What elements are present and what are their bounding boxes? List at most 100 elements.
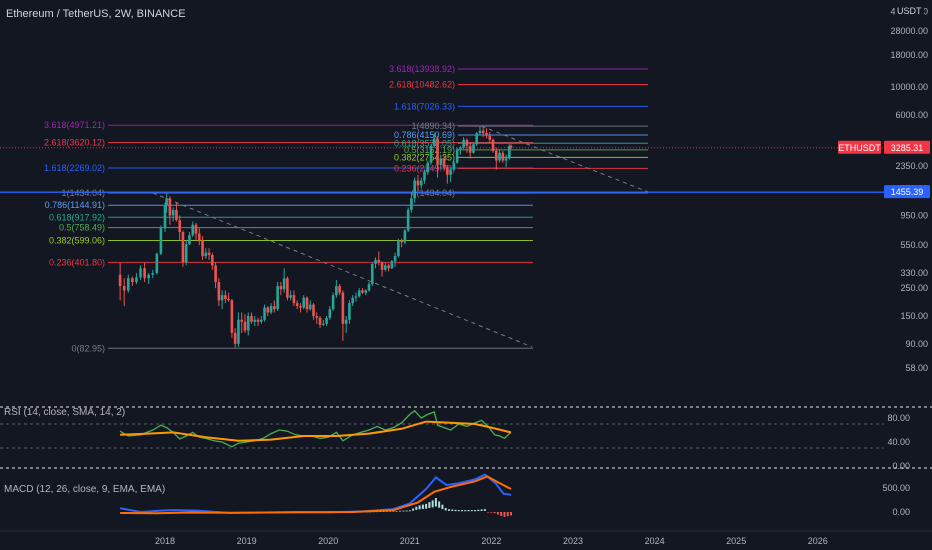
candle-body bbox=[380, 262, 384, 270]
candle-body bbox=[122, 286, 126, 291]
macd-histogram-bar bbox=[490, 512, 493, 513]
candle-body bbox=[384, 265, 387, 270]
candle-body bbox=[131, 278, 134, 282]
price-tick-label: 950.00 bbox=[900, 210, 928, 220]
macd-histogram-bar bbox=[506, 512, 509, 517]
rsi-tick-label: 80.00 bbox=[887, 413, 910, 423]
candle-body bbox=[449, 169, 452, 175]
candle-body bbox=[439, 158, 443, 165]
candle-body bbox=[367, 283, 371, 291]
candle-body bbox=[147, 274, 150, 279]
candle-body bbox=[240, 319, 244, 322]
trendline[interactable] bbox=[481, 125, 651, 194]
macd-histogram-bar bbox=[493, 512, 496, 514]
candle-body bbox=[331, 295, 335, 310]
candle-body bbox=[315, 316, 319, 318]
fib-level-label: 2.618(10482.62) bbox=[389, 80, 455, 90]
candle-body bbox=[243, 321, 247, 331]
candle-body bbox=[322, 323, 325, 325]
macd-histogram-bar bbox=[421, 504, 424, 510]
macd-tick-label: 0.00 bbox=[892, 507, 910, 517]
candle-body bbox=[289, 295, 292, 298]
candle-body bbox=[442, 158, 446, 168]
fib-level-label: 0.618(917.92) bbox=[49, 212, 105, 222]
candle-body bbox=[393, 256, 397, 262]
candle-body bbox=[259, 319, 263, 322]
candle-body bbox=[413, 180, 416, 199]
price-badge-value: 1455.39 bbox=[891, 187, 924, 197]
macd-histogram-bar bbox=[418, 505, 421, 510]
candle-body bbox=[455, 149, 459, 163]
candle-body bbox=[364, 290, 368, 293]
macd-title: MACD (12, 26, close, 9, EMA, EMA) bbox=[4, 484, 166, 495]
macd-histogram-bar bbox=[415, 506, 418, 510]
rsi-line[interactable] bbox=[119, 409, 512, 448]
candle-body bbox=[468, 145, 472, 153]
macd-histogram-bar bbox=[434, 498, 437, 507]
macd-histogram-bar bbox=[483, 509, 486, 511]
fib-level-label: 0(1434.04) bbox=[411, 188, 455, 198]
candle-body bbox=[504, 158, 508, 161]
candle-body bbox=[501, 152, 505, 161]
candle-body bbox=[266, 307, 270, 313]
candle-body bbox=[432, 138, 436, 146]
candle-body bbox=[256, 319, 260, 322]
candle-body bbox=[224, 295, 227, 299]
macd-histogram-bar bbox=[392, 511, 395, 512]
candle-body bbox=[295, 303, 299, 307]
candle-body bbox=[341, 292, 345, 324]
macd-histogram-bar bbox=[408, 510, 411, 512]
candle-body bbox=[508, 145, 511, 159]
macd-histogram-bar bbox=[399, 510, 402, 512]
macd-histogram-bar bbox=[464, 510, 467, 512]
rsi-tick-label: 40.00 bbox=[887, 437, 910, 447]
candle-body bbox=[253, 319, 257, 322]
price-badge-value: 3285.31 bbox=[891, 143, 924, 153]
fib-level-label: 0.236(401.80) bbox=[49, 257, 105, 267]
candle-body bbox=[184, 244, 188, 263]
candle-body bbox=[325, 317, 328, 324]
rsi-ma-line[interactable] bbox=[120, 420, 512, 442]
time-tick-label: 2018 bbox=[155, 536, 175, 546]
fib-level-label: 1(4890.34) bbox=[411, 121, 455, 131]
candle-body bbox=[423, 172, 426, 181]
candle-body bbox=[155, 253, 159, 274]
macd-histogram-bar bbox=[444, 508, 447, 511]
candle-body bbox=[171, 209, 175, 216]
candle-body bbox=[419, 180, 423, 186]
candle-body bbox=[377, 259, 381, 263]
fib-level-label: 3.618(4971.21) bbox=[44, 120, 105, 130]
candle-body bbox=[126, 278, 130, 291]
candle-body bbox=[446, 167, 449, 175]
macd-histogram-bar bbox=[509, 512, 512, 516]
candle-body bbox=[292, 295, 296, 304]
fib-level-label: 0.5(3162.19) bbox=[404, 145, 455, 155]
macd-histogram-bar bbox=[425, 503, 428, 509]
candle-body bbox=[348, 303, 351, 320]
symbol-badge-label: ETHUSDT bbox=[838, 143, 881, 153]
macd-histogram-bar bbox=[500, 512, 503, 517]
candle-body bbox=[390, 261, 394, 269]
time-tick-label: 2025 bbox=[726, 536, 746, 546]
macd-histogram-bar bbox=[451, 509, 454, 512]
time-tick-label: 2024 bbox=[645, 536, 665, 546]
candle-body bbox=[197, 233, 201, 241]
candle-body bbox=[214, 265, 217, 282]
macd-histogram-bar bbox=[470, 510, 473, 512]
candle-body bbox=[207, 252, 211, 255]
candle-body bbox=[118, 274, 122, 287]
candle-body bbox=[230, 300, 234, 333]
macd-signal-line[interactable] bbox=[120, 475, 512, 515]
candle-body bbox=[188, 235, 191, 245]
macd-histogram-bar bbox=[441, 504, 444, 510]
fib-level-label: 0.382(599.06) bbox=[49, 236, 105, 246]
macd-line[interactable] bbox=[119, 473, 512, 515]
time-tick-label: 2021 bbox=[400, 536, 420, 546]
candle-body bbox=[436, 138, 439, 165]
candle-body bbox=[406, 209, 410, 231]
macd-histogram-bar bbox=[487, 512, 490, 513]
candle-body bbox=[491, 139, 495, 151]
candle-body bbox=[299, 306, 302, 308]
